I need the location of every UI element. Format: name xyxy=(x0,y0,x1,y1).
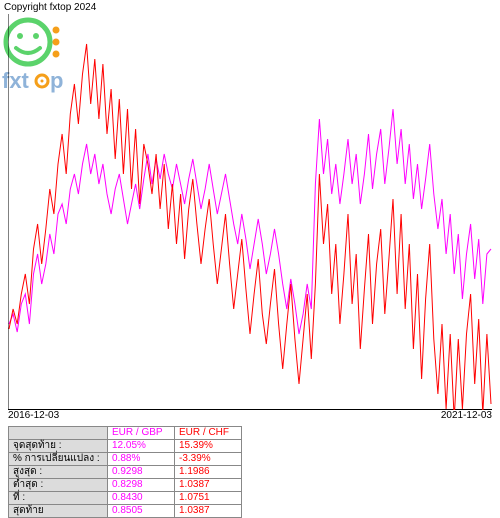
stats-header-row: EUR / GBP EUR / CHF xyxy=(9,427,242,440)
stats-header-1: EUR / GBP xyxy=(108,427,175,440)
table-row: % การเปลี่ยนแปลง :0.88%-3.39% xyxy=(9,453,242,466)
stats-cell: 0.9298 xyxy=(108,466,175,479)
table-row: สูงสุด :0.92981.1986 xyxy=(9,466,242,479)
x-axis-start: 2016-12-03 xyxy=(8,410,59,421)
stats-row-label: ต่ำสุด : xyxy=(9,479,108,492)
stats-cell: -3.39% xyxy=(175,453,242,466)
stats-cell: 0.8298 xyxy=(108,479,175,492)
stats-cell: 0.88% xyxy=(108,453,175,466)
stats-header-2: EUR / CHF xyxy=(175,427,242,440)
table-row: ต่ำสุด :0.82981.0387 xyxy=(9,479,242,492)
stats-cell: 0.8430 xyxy=(108,492,175,505)
stats-row-label: สุดท้าย xyxy=(9,505,108,518)
table-row: จุดสุดท้าย :12.05%15.39% xyxy=(9,440,242,453)
stats-cell: 1.0387 xyxy=(175,505,242,518)
stats-row-label: สูงสุด : xyxy=(9,466,108,479)
stats-row-label: ที่ : xyxy=(9,492,108,505)
stats-cell: 12.05% xyxy=(108,440,175,453)
stats-cell: 1.0751 xyxy=(175,492,242,505)
table-row: สุดท้าย0.85051.0387 xyxy=(9,505,242,518)
stats-header-blank xyxy=(9,427,108,440)
stats-row-label: % การเปลี่ยนแปลง : xyxy=(9,453,108,466)
stats-cell: 1.1986 xyxy=(175,466,242,479)
table-row: ที่ :0.84301.0751 xyxy=(9,492,242,505)
stats-cell: 15.39% xyxy=(175,440,242,453)
stats-cell: 1.0387 xyxy=(175,479,242,492)
line-chart xyxy=(8,14,492,410)
x-axis-end: 2021-12-03 xyxy=(441,410,492,421)
series-line xyxy=(9,44,491,410)
stats-row-label: จุดสุดท้าย : xyxy=(9,440,108,453)
stats-table: EUR / GBP EUR / CHF จุดสุดท้าย :12.05%15… xyxy=(8,426,242,518)
stats-cell: 0.8505 xyxy=(108,505,175,518)
copyright-text: Copyright fxtop 2024 xyxy=(4,2,96,13)
